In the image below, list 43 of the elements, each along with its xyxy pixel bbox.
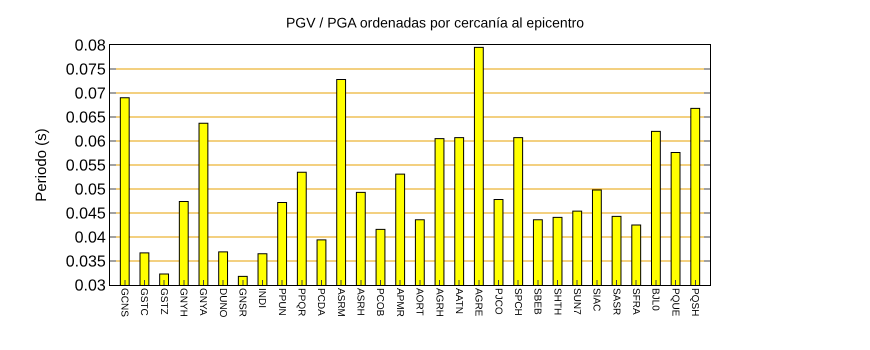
x-tick-label: AORT — [414, 288, 425, 316]
x-tick-label: SPCH — [512, 288, 523, 316]
x-tick-label: SHTH — [551, 288, 562, 316]
x-tick-label: BJL0 — [650, 288, 661, 312]
chart-title: PGV / PGA ordenadas por cercanía al epicentro — [286, 14, 584, 30]
x-tick-label: ASRH — [354, 288, 366, 316]
x-tick-label: DUNO — [216, 288, 228, 318]
y-tick-label: 0.08 — [74, 38, 106, 55]
y-tick-label: 0.065 — [66, 110, 106, 127]
x-tick-label: SBEB — [532, 288, 543, 316]
x-tick-label: ASRM — [334, 288, 346, 317]
x-tick-label: GNSR — [236, 288, 248, 317]
x-tick-label: GCNS — [118, 288, 130, 318]
y-tick-label: 0.035 — [66, 254, 106, 271]
x-tick-label: SUN7 — [570, 288, 582, 316]
x-tick-label: PQSH — [689, 288, 700, 316]
y-tick-label: 0.03 — [74, 278, 106, 295]
x-tick-label: AGRE — [472, 288, 484, 317]
x-tick-label: SFRA — [630, 288, 641, 315]
x-tick-label: PCOB — [374, 288, 386, 317]
x-tick-label: SASR — [610, 288, 622, 316]
y-tick-label: 0.04 — [74, 230, 106, 247]
x-tick-label: GSTZ — [158, 288, 169, 315]
x-tick-label: PCDA — [315, 288, 326, 316]
y-tick-label: 0.055 — [66, 158, 106, 175]
x-tick-label: GNYH — [178, 288, 189, 317]
x-tick-label: PPQR — [296, 288, 307, 316]
x-tick-label: GSTC — [138, 288, 150, 316]
x-tick-label: SIAC — [590, 288, 602, 312]
y-tick-label: 0.045 — [66, 206, 106, 223]
y-tick-label: 0.05 — [74, 182, 106, 199]
y-tick-label: 0.075 — [66, 62, 106, 79]
x-tick-label: GNYA — [197, 288, 208, 316]
x-tick-label: PJCO — [492, 288, 504, 315]
x-tick-label: APMR — [394, 288, 405, 317]
x-tick-label: PPUN — [276, 288, 287, 316]
x-tick-label: AGRH — [433, 288, 444, 317]
y-axis-title: Periodo (s) — [33, 128, 50, 202]
x-tick-label: PQUE — [669, 288, 680, 317]
y-tick-label: 0.07 — [74, 86, 106, 103]
x-tick-label: INDI — [256, 288, 268, 308]
y-tick-label: 0.06 — [74, 134, 106, 151]
x-tick-label: AATN — [452, 288, 464, 314]
